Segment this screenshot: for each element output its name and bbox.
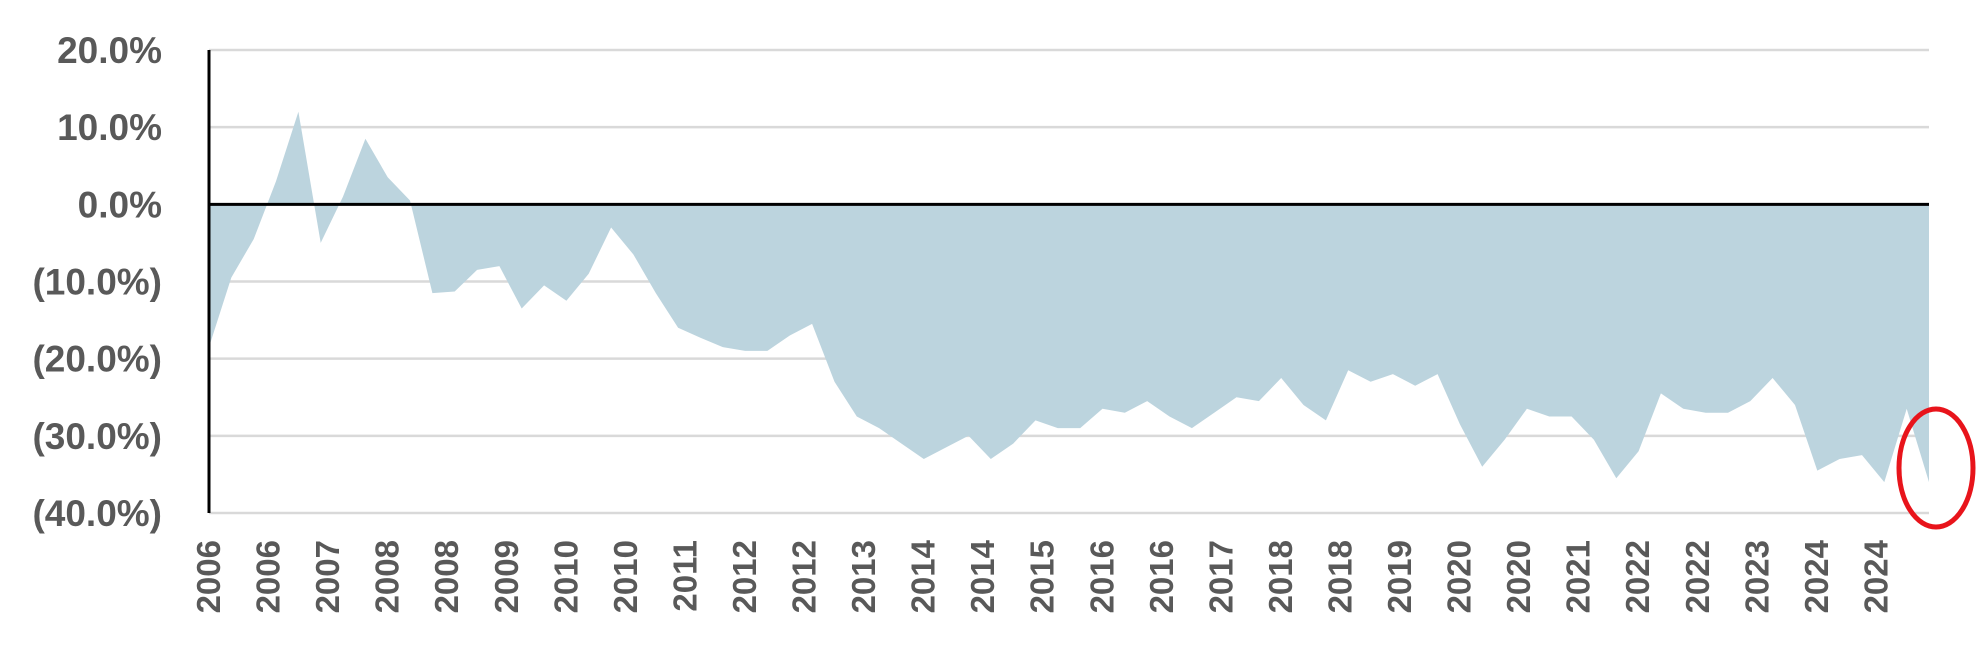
- x-tick-label: 2016: [1143, 540, 1180, 613]
- x-tick-label: 2021: [1560, 540, 1597, 613]
- x-tick-label: 2022: [1619, 540, 1656, 613]
- x-tick-label: 2008: [369, 540, 406, 613]
- y-tick-label: (20.0%): [32, 339, 162, 380]
- x-tick-label: 2017: [1202, 540, 1239, 613]
- x-tick-label: 2023: [1738, 540, 1775, 613]
- x-tick-label: 2009: [488, 540, 525, 613]
- x-tick-label: 2012: [786, 540, 823, 613]
- y-tick-label: 0.0%: [78, 184, 162, 225]
- x-tick-label: 2015: [1024, 540, 1061, 613]
- x-tick-label: 2010: [607, 540, 644, 613]
- x-tick-label: 2010: [547, 540, 584, 613]
- x-tick-label: 2008: [428, 540, 465, 613]
- area-fill: [209, 111, 1929, 483]
- x-tick-label: 2006: [250, 540, 287, 613]
- x-tick-label: 2020: [1441, 540, 1478, 613]
- x-tick-label: 2014: [905, 539, 942, 613]
- x-tick-label: 2019: [1381, 540, 1418, 613]
- x-tick-label: 2018: [1322, 540, 1359, 613]
- x-tick-label: 2007: [309, 540, 346, 613]
- x-tick-label: 2024: [1798, 539, 1835, 613]
- x-tick-label: 2014: [964, 539, 1001, 613]
- annotations: [1896, 406, 1976, 530]
- x-tick-label: 2012: [726, 540, 763, 613]
- x-tick-label: 2011: [666, 540, 703, 612]
- axes: [207, 50, 1929, 513]
- x-tick-label: 2024: [1857, 539, 1894, 613]
- x-tick-label: 2022: [1679, 540, 1716, 613]
- x-tick-label: 2006: [190, 540, 227, 613]
- y-tick-label: 10.0%: [57, 107, 162, 148]
- y-tick-label: (30.0%): [32, 416, 162, 457]
- x-tick-label: 2013: [845, 540, 882, 613]
- y-axis-ticks: 20.0% 10.0% 0.0% (10.0%) (20.0%) (30.0%) (40.0…: [32, 30, 162, 534]
- highlight-circle: [1896, 406, 1976, 530]
- y-tick-label: 20.0%: [57, 30, 162, 71]
- y-tick-label: (40.0%): [32, 493, 162, 534]
- x-tick-label: 2018: [1262, 540, 1299, 613]
- x-tick-label: 2016: [1083, 540, 1120, 613]
- y-tick-label: (10.0%): [32, 262, 162, 303]
- x-tick-label: 2020: [1500, 540, 1537, 613]
- area-series: [209, 111, 1929, 483]
- x-axis-ticks: 2006 2006 2007 2008 2008 2009 2010 2010 2011 2012…: [190, 539, 1894, 613]
